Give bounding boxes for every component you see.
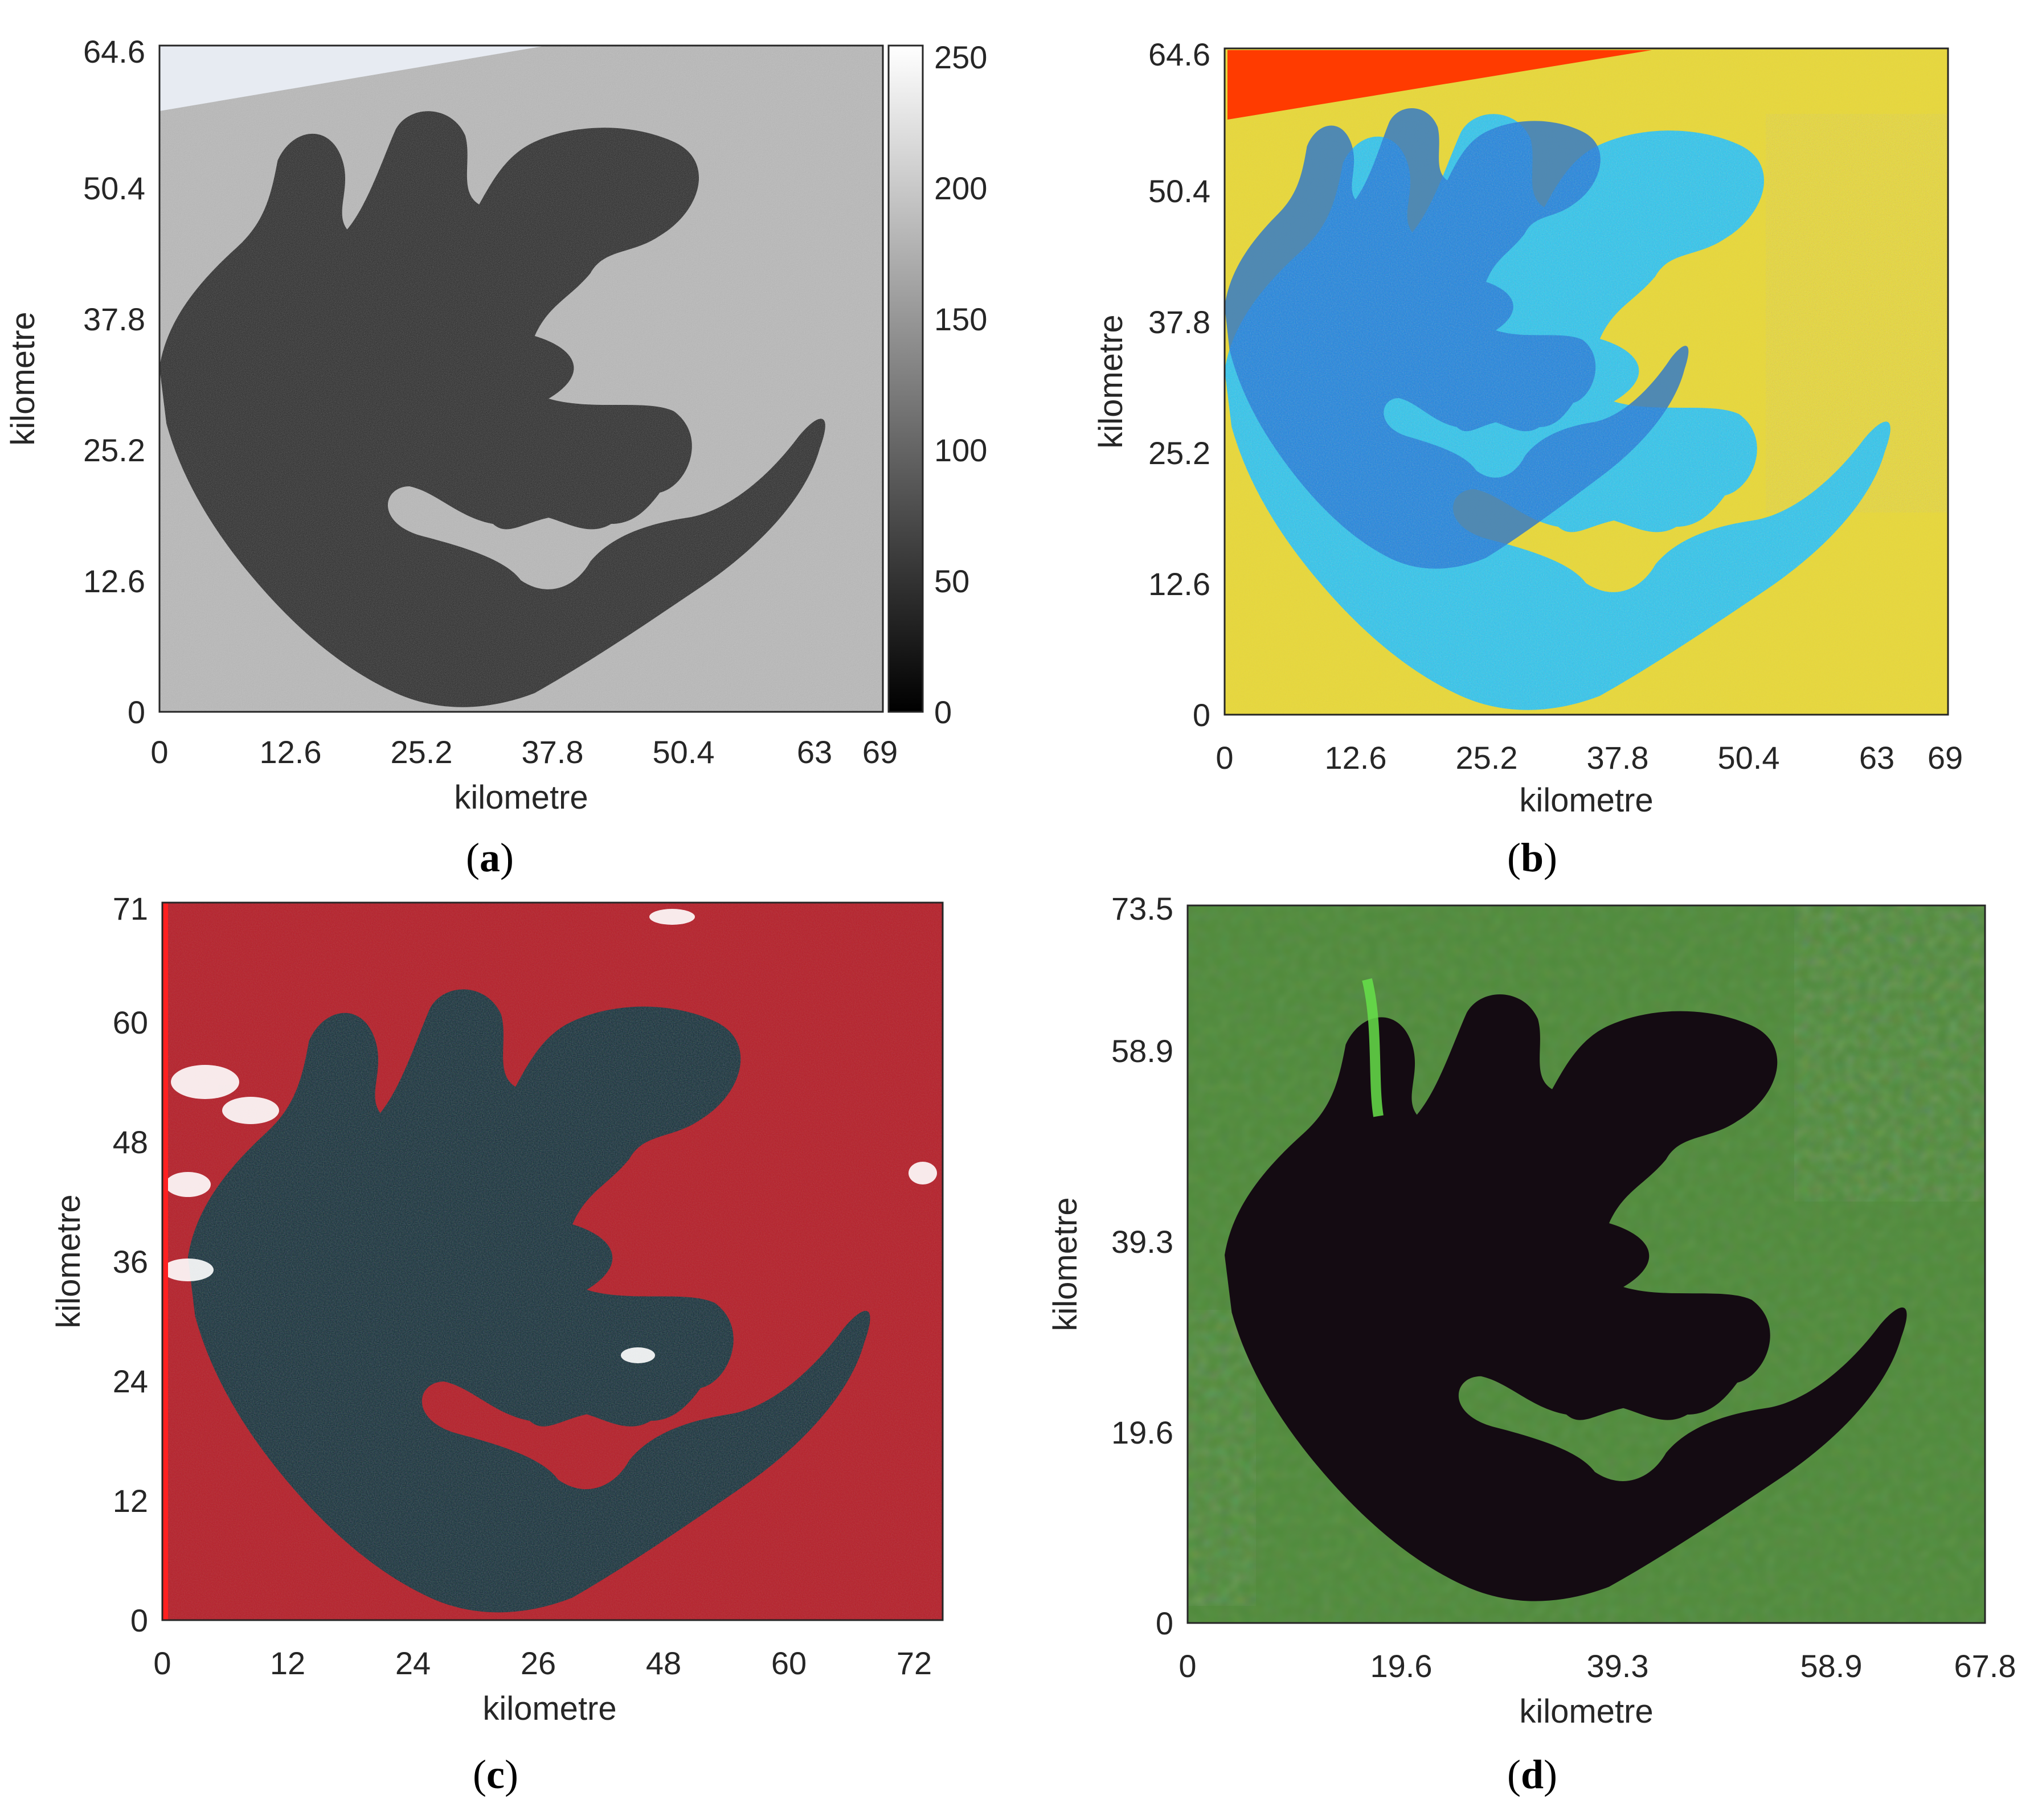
- panel-c-xlabel: kilometre: [482, 1690, 616, 1727]
- ytick-label: 37.8: [83, 301, 145, 337]
- ytick-label: 25.2: [83, 432, 145, 468]
- xtick-label: 12: [270, 1645, 305, 1681]
- panel-d: 0 19.6 39.3 58.9 73.5 0 19.6 39.3 58.9 6…: [1047, 891, 2016, 1797]
- panel-b-yticks: 0 12.6 25.2 37.8 50.4 64.6: [1148, 36, 1210, 733]
- xtick-label: 25.2: [1456, 740, 1518, 776]
- ytick-label: 12.6: [1148, 566, 1210, 602]
- panel-c-xticks: 0 12 24 26 48 60 72: [153, 1645, 932, 1681]
- panel-a-frame: [158, 44, 884, 713]
- xtick-label: 58.9: [1800, 1648, 1863, 1684]
- ytick-label: 39.3: [1111, 1224, 1173, 1260]
- ytick-label: 19.6: [1111, 1415, 1173, 1450]
- xtick-label: 25.2: [391, 734, 453, 770]
- xtick-label: 48: [646, 1645, 681, 1681]
- xtick-label: 39.3: [1587, 1648, 1649, 1684]
- panel-a: 0 50 100 150 200 250 0 12.6 25.2 37.8 50…: [5, 34, 987, 880]
- panel-a-caption: (a): [466, 835, 514, 880]
- xtick-label: 37.8: [1587, 740, 1649, 776]
- xtick-label: 63: [1859, 740, 1894, 776]
- colorbar-tick: 150: [934, 301, 987, 337]
- panel-b-caption: (b): [1507, 835, 1557, 880]
- panel-a-ylabel: kilometre: [5, 311, 42, 445]
- panel-a-xlabel: kilometre: [454, 779, 588, 816]
- xtick-label: 67.8: [1954, 1648, 2016, 1684]
- panel-d-ylabel: kilometre: [1047, 1197, 1084, 1331]
- colorbar-tick: 200: [934, 170, 987, 206]
- xtick-label: 0: [1178, 1648, 1196, 1684]
- ytick-label: 71: [113, 891, 148, 927]
- xtick-label: 69: [1928, 740, 1963, 776]
- ytick-label: 60: [113, 1005, 148, 1040]
- panel-b-image: [1225, 48, 1948, 715]
- panel-d-image: [1188, 905, 1985, 1623]
- panel-a-image: [159, 46, 883, 712]
- xtick-label: 24: [395, 1645, 431, 1681]
- panel-c-frame: [161, 901, 944, 1621]
- panel-c-image: [162, 903, 943, 1620]
- colorbar-tick: 50: [934, 563, 969, 599]
- ytick-label: 50.4: [83, 170, 145, 206]
- xtick-label: 60: [771, 1645, 807, 1681]
- xtick-label: 0: [150, 734, 168, 770]
- xtick-label: 63: [797, 734, 832, 770]
- xtick-label: 50.4: [1718, 740, 1780, 776]
- ytick-label: 12.6: [83, 563, 145, 599]
- ytick-label: 73.5: [1111, 891, 1173, 927]
- panel-b-xticks: 0 12.6 25.2 37.8 50.4 63 69: [1216, 740, 1963, 776]
- panel-b-frame: [1223, 47, 1949, 716]
- xtick-label: 69: [862, 734, 898, 770]
- ytick-label: 37.8: [1148, 304, 1210, 340]
- ytick-label: 58.9: [1111, 1033, 1173, 1069]
- ytick-label: 0: [1156, 1605, 1173, 1641]
- panel-a-colorbar-ticks: 0 50 100 150 200 250: [934, 39, 987, 730]
- panel-c: 0 12 24 36 48 60 71 0 12 24 26 48 60 72 …: [50, 891, 944, 1797]
- ytick-label: 0: [130, 1602, 148, 1638]
- panel-a-colorbar: [887, 44, 924, 713]
- ytick-label: 64.6: [1148, 36, 1210, 72]
- panel-b-ylabel: kilometre: [1092, 314, 1130, 448]
- colorbar-tick: 250: [934, 39, 987, 75]
- xtick-label: 0: [1216, 740, 1233, 776]
- panel-d-caption: (d): [1507, 1752, 1557, 1797]
- xtick-label: 50.4: [653, 734, 715, 770]
- xtick-label: 37.8: [522, 734, 584, 770]
- caption-letter: a: [480, 835, 500, 880]
- panel-d-xlabel: kilometre: [1519, 1693, 1653, 1730]
- panel-d-frame: [1186, 904, 1986, 1624]
- xtick-label: 0: [153, 1645, 171, 1681]
- panel-b-xlabel: kilometre: [1519, 782, 1653, 819]
- ytick-label: 0: [1193, 697, 1210, 733]
- ytick-label: 50.4: [1148, 173, 1210, 209]
- xtick-label: 72: [897, 1645, 932, 1681]
- xtick-label: 12.6: [1325, 740, 1387, 776]
- panel-d-yticks: 0 19.6 39.3 58.9 73.5: [1111, 891, 1173, 1641]
- panel-a-xticks: 0 12.6 25.2 37.8 50.4 63 69: [150, 734, 898, 770]
- caption-letter: c: [486, 1752, 505, 1797]
- ytick-label: 25.2: [1148, 435, 1210, 471]
- ytick-label: 12: [113, 1483, 148, 1519]
- ytick-label: 0: [128, 694, 145, 730]
- panel-c-yticks: 0 12 24 36 48 60 71: [113, 891, 148, 1638]
- ytick-label: 64.6: [83, 34, 145, 69]
- ytick-label: 48: [113, 1124, 148, 1160]
- colorbar-tick: 100: [934, 432, 987, 468]
- caption-letter: d: [1521, 1752, 1544, 1797]
- panel-a-yticks: 0 12.6 25.2 37.8 50.4 64.6: [83, 34, 145, 730]
- ytick-label: 36: [113, 1244, 148, 1280]
- panel-b: 0 12.6 25.2 37.8 50.4 64.6 0 12.6 25.2 3…: [1092, 36, 1963, 880]
- ytick-label: 24: [113, 1363, 148, 1399]
- xtick-label: 26: [521, 1645, 556, 1681]
- panel-d-xticks: 0 19.6 39.3 58.9 67.8: [1178, 1648, 2016, 1684]
- xtick-label: 19.6: [1370, 1648, 1433, 1684]
- panel-c-ylabel: kilometre: [50, 1194, 87, 1328]
- caption-letter: b: [1521, 835, 1544, 880]
- xtick-label: 12.6: [260, 734, 322, 770]
- panel-c-caption: (c): [473, 1752, 518, 1797]
- colorbar-tick: 0: [934, 694, 952, 730]
